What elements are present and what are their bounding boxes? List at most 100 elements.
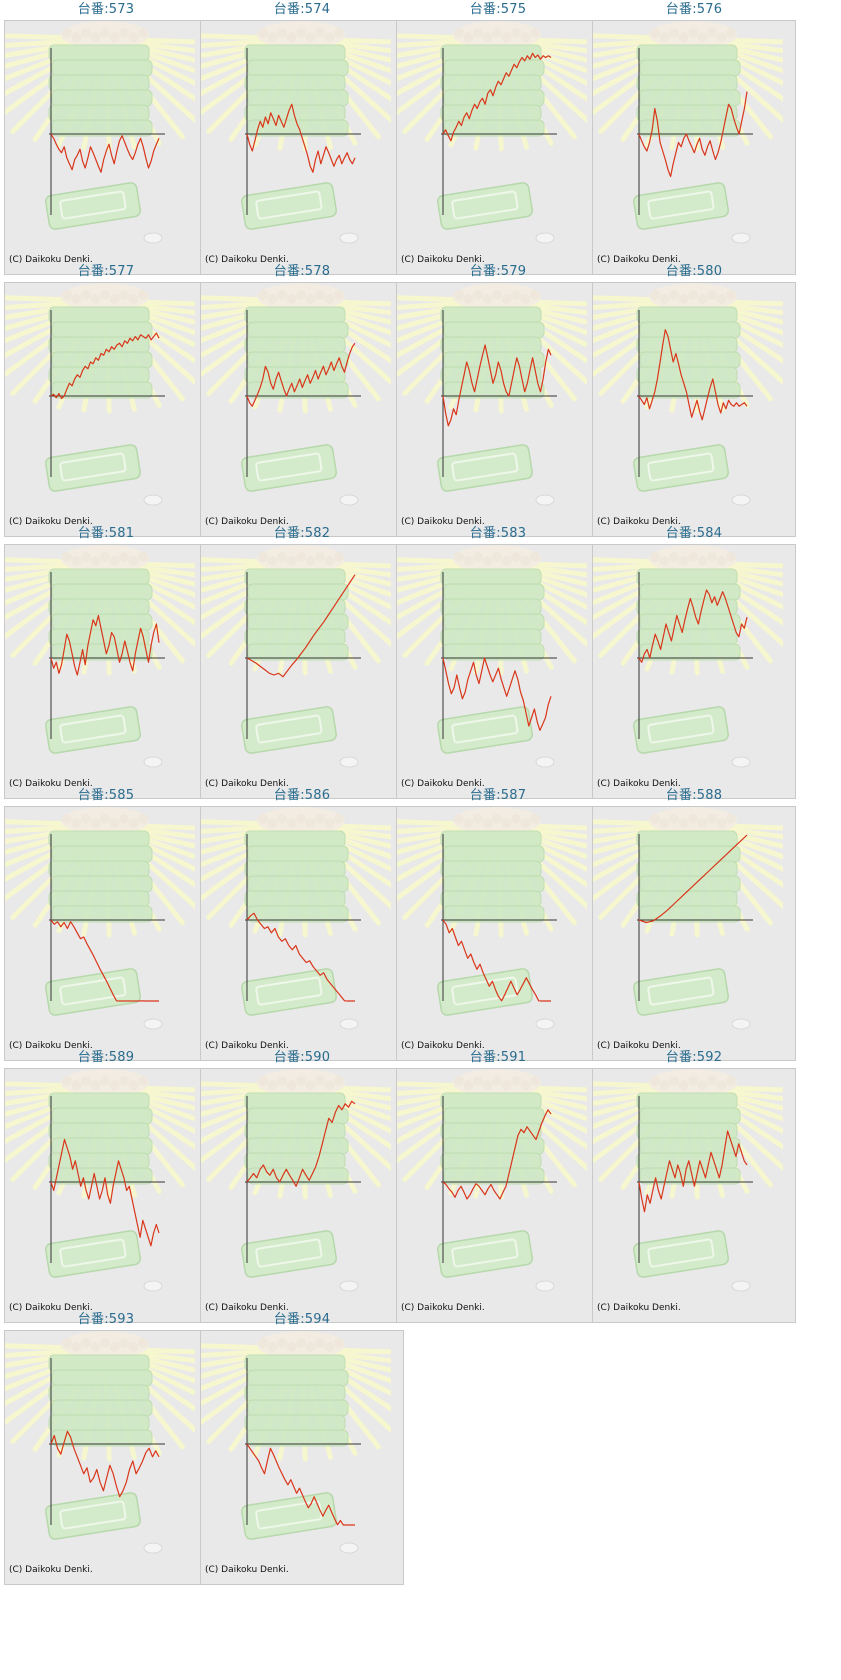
- copyright-text: (C) Daikoku Denki.: [597, 517, 681, 527]
- series-line: [442, 657, 552, 731]
- pachinko-machine-illustration: [593, 807, 783, 1030]
- chart-panel: 台番:578 (C) Daikoku Denki.: [200, 262, 404, 542]
- pachinko-machine-illustration: [397, 21, 587, 244]
- series-line: [442, 1109, 552, 1200]
- chart-svg: [397, 807, 587, 1030]
- series-line: [246, 103, 356, 173]
- pachinko-machine-illustration: [201, 21, 391, 244]
- chart-title: 台番:585: [77, 788, 135, 803]
- copyright-text: (C) Daikoku Denki.: [9, 1041, 93, 1051]
- series-line: [246, 912, 355, 1002]
- chart-title: 台番:579: [469, 264, 527, 279]
- pachinko-machine-illustration: [5, 807, 195, 1030]
- copyright-text: (C) Daikoku Denki.: [9, 1565, 93, 1575]
- pachinko-machine-illustration: [5, 1069, 195, 1292]
- chart-panel: 台番:594 (C) Daikoku Denki.: [200, 1310, 404, 1590]
- chart-card: (C) Daikoku Denki.: [592, 544, 796, 799]
- series-line: [638, 834, 748, 924]
- chart-panel: 台番:574 (C) Daikoku Denki.: [200, 0, 404, 280]
- chart-svg: [201, 21, 391, 244]
- series-line: [246, 574, 356, 678]
- series-line: [50, 332, 160, 400]
- chart-card: (C) Daikoku Denki.: [396, 20, 600, 275]
- pachinko-machine-illustration: [593, 21, 783, 244]
- pachinko-machine-illustration: [397, 1069, 587, 1292]
- chart-title: 台番:576: [665, 2, 723, 17]
- chart-svg: [5, 807, 195, 1030]
- pachinko-machine-illustration: [5, 545, 195, 768]
- series-line: [638, 1130, 748, 1213]
- chart-panel: 台番:583 (C) Daikoku Denki.: [396, 524, 600, 804]
- chart-panel: 台番:584 (C) Daikoku Denki.: [592, 524, 796, 804]
- chart-svg: [593, 1069, 783, 1292]
- chart-title: 台番:580: [665, 264, 723, 279]
- chart-panel: 台番:593 (C) Daikoku Denki.: [4, 1310, 208, 1590]
- chart-title: 台番:577: [77, 264, 135, 279]
- chart-panel: 台番:579 (C) Daikoku Denki.: [396, 262, 600, 542]
- chart-panel: 台番:585 (C) Daikoku Denki.: [4, 786, 208, 1066]
- copyright-text: (C) Daikoku Denki.: [597, 1041, 681, 1051]
- chart-card: (C) Daikoku Denki.: [4, 806, 208, 1061]
- chart-svg: [201, 545, 391, 768]
- series-line: [638, 329, 748, 421]
- pachinko-machine-illustration: [5, 283, 195, 506]
- chart-svg: [5, 1331, 195, 1554]
- chart-svg: [397, 1069, 587, 1292]
- chart-panel: 台番:576 (C) Daikoku Denki.: [592, 0, 796, 280]
- series-line: [638, 589, 748, 663]
- pachinko-machine-illustration: [397, 807, 587, 1030]
- chart-panel: 台番:582 (C) Daikoku Denki.: [200, 524, 404, 804]
- copyright-text: (C) Daikoku Denki.: [205, 779, 289, 789]
- chart-card: (C) Daikoku Denki.: [4, 282, 208, 537]
- copyright-text: (C) Daikoku Denki.: [9, 779, 93, 789]
- chart-card: (C) Daikoku Denki.: [200, 1330, 404, 1585]
- chart-title: 台番:588: [665, 788, 723, 803]
- pachinko-machine-illustration: [201, 283, 391, 506]
- series-line: [50, 1138, 160, 1247]
- pachinko-machine-illustration: [593, 1069, 783, 1292]
- chart-title: 台番:589: [77, 1050, 135, 1065]
- chart-svg: [593, 283, 783, 506]
- pachinko-machine-illustration: [201, 807, 391, 1030]
- chart-panel: 台番:587 (C) Daikoku Denki.: [396, 786, 600, 1066]
- pachinko-machine-illustration: [201, 1069, 391, 1292]
- chart-panel: 台番:589 (C) Daikoku Denki.: [4, 1048, 208, 1328]
- pachinko-machine-illustration: [5, 1331, 195, 1554]
- chart-title: 台番:574: [273, 2, 331, 17]
- chart-title: 台番:593: [77, 1312, 135, 1327]
- copyright-text: (C) Daikoku Denki.: [597, 779, 681, 789]
- chart-svg: [5, 1069, 195, 1292]
- copyright-text: (C) Daikoku Denki.: [401, 779, 485, 789]
- copyright-text: (C) Daikoku Denki.: [205, 517, 289, 527]
- chart-title: 台番:594: [273, 1312, 331, 1327]
- copyright-text: (C) Daikoku Denki.: [401, 1041, 485, 1051]
- chart-card: (C) Daikoku Denki.: [592, 20, 796, 275]
- chart-panel: 台番:577 (C) Daikoku Denki.: [4, 262, 208, 542]
- chart-svg: [5, 283, 195, 506]
- chart-card: (C) Daikoku Denki.: [4, 544, 208, 799]
- copyright-text: (C) Daikoku Denki.: [597, 1303, 681, 1313]
- chart-title: 台番:573: [77, 2, 135, 17]
- chart-card: (C) Daikoku Denki.: [200, 20, 404, 275]
- chart-svg: [201, 807, 391, 1030]
- series-line: [246, 1443, 355, 1526]
- series-line: [50, 919, 159, 1002]
- pachinko-machine-illustration: [201, 545, 391, 768]
- copyright-text: (C) Daikoku Denki.: [205, 1565, 289, 1575]
- chart-panel: 台番:573 (C) Daikoku Denki.: [4, 0, 208, 280]
- chart-card: (C) Daikoku Denki.: [4, 1068, 208, 1323]
- chart-title: 台番:582: [273, 526, 331, 541]
- chart-svg: [201, 1331, 391, 1554]
- chart-svg: [397, 545, 587, 768]
- copyright-text: (C) Daikoku Denki.: [401, 1303, 485, 1313]
- copyright-text: (C) Daikoku Denki.: [9, 517, 93, 527]
- copyright-text: (C) Daikoku Denki.: [597, 255, 681, 265]
- chart-svg: [593, 545, 783, 768]
- pachinko-machine-illustration: [397, 283, 587, 506]
- series-line: [442, 344, 552, 427]
- chart-panel: 台番:591 (C) Daikoku Denki.: [396, 1048, 600, 1328]
- chart-card: (C) Daikoku Denki.: [396, 544, 600, 799]
- copyright-text: (C) Daikoku Denki.: [401, 255, 485, 265]
- pachinko-machine-illustration: [593, 283, 783, 506]
- chart-panel: 台番:590 (C) Daikoku Denki.: [200, 1048, 404, 1328]
